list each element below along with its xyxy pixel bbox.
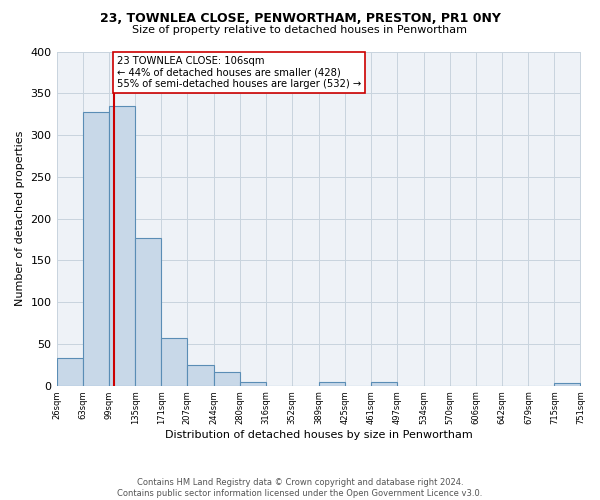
Bar — [214, 372, 240, 386]
Bar — [83, 112, 109, 386]
Bar — [187, 365, 214, 386]
X-axis label: Distribution of detached houses by size in Penwortham: Distribution of detached houses by size … — [164, 430, 472, 440]
Text: Contains HM Land Registry data © Crown copyright and database right 2024.
Contai: Contains HM Land Registry data © Crown c… — [118, 478, 482, 498]
Bar — [319, 382, 345, 386]
Y-axis label: Number of detached properties: Number of detached properties — [15, 131, 25, 306]
Bar — [554, 383, 580, 386]
Text: 23 TOWNLEA CLOSE: 106sqm
← 44% of detached houses are smaller (428)
55% of semi-: 23 TOWNLEA CLOSE: 106sqm ← 44% of detach… — [116, 56, 361, 89]
Bar — [56, 358, 83, 386]
Bar — [136, 238, 161, 386]
Bar — [371, 382, 397, 386]
Bar — [109, 106, 136, 386]
Text: 23, TOWNLEA CLOSE, PENWORTHAM, PRESTON, PR1 0NY: 23, TOWNLEA CLOSE, PENWORTHAM, PRESTON, … — [100, 12, 500, 26]
Bar — [161, 338, 187, 386]
Bar — [240, 382, 266, 386]
Text: Size of property relative to detached houses in Penwortham: Size of property relative to detached ho… — [133, 25, 467, 35]
